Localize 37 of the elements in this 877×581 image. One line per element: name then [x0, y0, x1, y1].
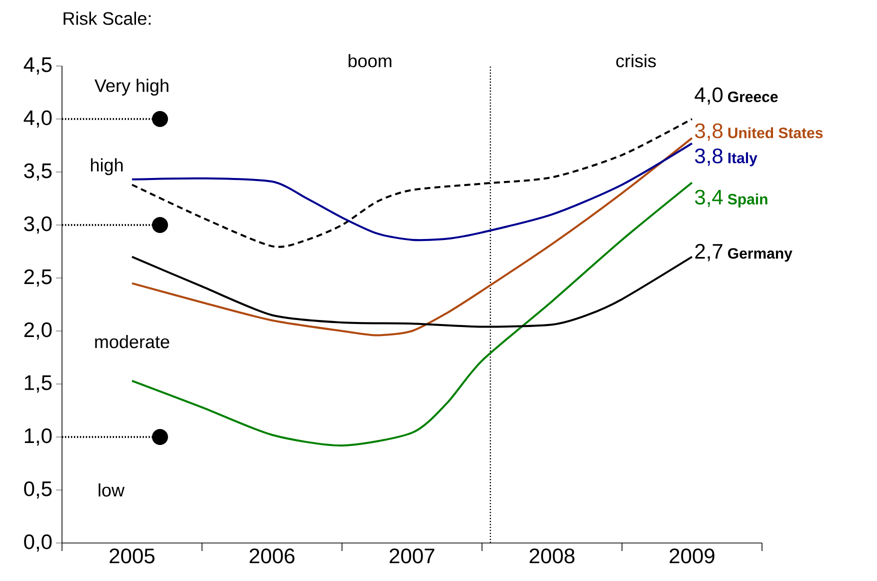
text: Risk Scale:: [64, 12, 151, 25]
text: Greece: [728, 92, 778, 102]
y-tick-label: 2,0: [24, 322, 52, 340]
text: Germany: [728, 248, 792, 262]
y-tick-label: 2,5: [24, 269, 52, 287]
annotation: high: [91, 158, 123, 176]
y-tick-label: 3,5: [24, 163, 52, 181]
data-label: 3,8: [695, 123, 722, 141]
y-tick-label: 0,0: [24, 534, 52, 552]
text: Spain: [728, 194, 768, 208]
line-series: [131, 142, 694, 242]
text: United States: [728, 127, 823, 138]
x-tick-label: 2009: [670, 548, 714, 564]
y-tick-label: 4,0: [24, 110, 52, 128]
x-tick-label: 2005: [110, 548, 154, 564]
point: [152, 429, 168, 445]
annotation: crisis: [616, 54, 656, 68]
text: Italy: [728, 152, 758, 166]
annotation: moderate: [95, 334, 170, 348]
x-tick-label: 2006: [250, 548, 294, 564]
y-tick-label: 0,5: [24, 481, 52, 499]
y-tick-label: 1,5: [24, 375, 52, 393]
y-tick-label: 1,0: [24, 428, 52, 446]
data-label: 2,7: [695, 244, 722, 262]
x-tick-label: 2007: [390, 548, 434, 564]
annotation: low: [98, 483, 125, 497]
data-label: 4,0: [694, 87, 723, 105]
point: [152, 217, 168, 233]
point: [152, 111, 168, 127]
line-series: [131, 137, 694, 336]
annotation: Very high: [94, 78, 168, 96]
y-tick-label: 4,5: [24, 57, 52, 75]
data-label: 3,8: [695, 148, 722, 166]
data-label: 3,4: [695, 190, 723, 208]
y-tick-label: 3,0: [24, 216, 52, 234]
x-tick-label: 2008: [530, 548, 574, 564]
annotation: boom: [348, 54, 392, 68]
